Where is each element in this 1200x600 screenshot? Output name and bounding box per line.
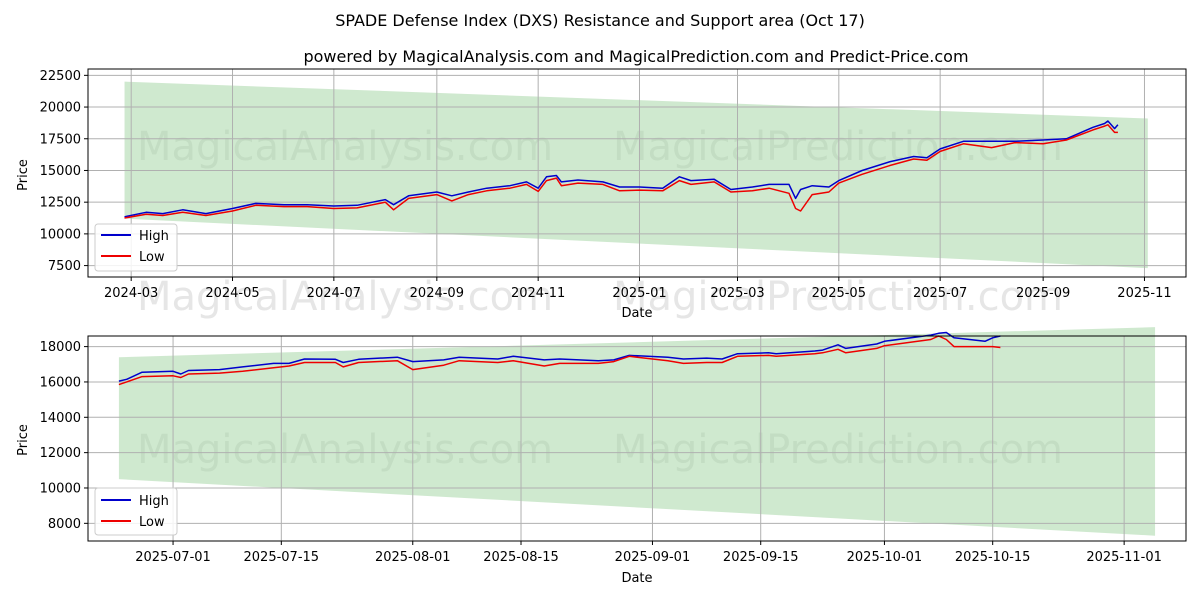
series-line-high xyxy=(118,331,1001,382)
y-tick-label: 7500 xyxy=(48,259,81,274)
series-line-low xyxy=(124,124,1118,219)
legend-low-label: Low xyxy=(139,250,165,265)
x-tick-label: 2025-05 xyxy=(812,286,866,301)
watermark-magicalprediction: MagicalPrediction.com xyxy=(613,274,1063,320)
legend-low-label: Low xyxy=(139,515,165,530)
x-tick-label: 2025-09 xyxy=(1016,286,1070,301)
bottom-chart: MagicalAnalysis.com MagicalPrediction.co… xyxy=(16,327,1187,586)
series-layer xyxy=(124,120,1119,219)
x-tick-label: 2025-10-01 xyxy=(847,550,923,565)
x-tick-label: 2025-08-01 xyxy=(375,550,451,565)
y-axis-label: Price xyxy=(16,159,31,191)
band-area xyxy=(124,81,1148,269)
legend: High Low xyxy=(94,487,178,536)
legend: High Low xyxy=(94,223,178,272)
x-axis-label: Date xyxy=(621,306,652,321)
legend-high-label: High xyxy=(139,494,169,509)
x-tick-label: 2025-07-15 xyxy=(244,550,320,565)
x-tick-label: 2024-11 xyxy=(511,286,565,301)
x-tick-label: 2025-01 xyxy=(612,286,666,301)
x-tick-label: 2025-03 xyxy=(710,286,764,301)
x-tick-label: 2025-07-01 xyxy=(135,550,211,565)
support-resistance-band xyxy=(124,81,1148,269)
x-tick-label: 2024-05 xyxy=(205,286,259,301)
y-tick-label: 14000 xyxy=(40,411,81,426)
support-resistance-band xyxy=(118,327,1156,536)
y-tick-label: 20000 xyxy=(40,101,81,116)
legend-high-label: High xyxy=(139,229,169,244)
x-tick-label: 2025-07 xyxy=(913,286,967,301)
y-tick-label: 18000 xyxy=(40,340,81,355)
chart-title: SPADE Defense Index (DXS) Resistance and… xyxy=(335,11,865,30)
x-tick-label: 2025-11-01 xyxy=(1086,550,1162,565)
grid xyxy=(88,69,1186,277)
y-tick-label: 8000 xyxy=(48,517,81,532)
top-chart: MagicalAnalysis.com MagicalPrediction.co… xyxy=(16,68,1187,321)
grid xyxy=(88,336,1186,541)
plot-frame xyxy=(87,68,1187,278)
y-tick-label: 12500 xyxy=(40,196,81,211)
y-axis: 8000 10000 12000 14000 16000 18000 xyxy=(40,340,88,532)
y-tick-label: 12000 xyxy=(40,446,81,461)
y-tick-label: 16000 xyxy=(40,375,81,390)
series-layer xyxy=(118,331,1001,386)
y-tick-label: 15000 xyxy=(40,164,81,179)
chart-subtitle: powered by MagicalAnalysis.com and Magic… xyxy=(303,47,968,66)
x-tick-label: 2025-09-15 xyxy=(723,550,799,565)
series-line-low xyxy=(118,335,1001,386)
band-area xyxy=(118,327,1156,536)
x-tick-label: 2024-09 xyxy=(410,286,464,301)
y-tick-label: 10000 xyxy=(40,481,81,496)
x-axis: 2024-03 2024-05 2024-07 2024-09 2024-11 2025-… xyxy=(104,277,1172,301)
y-axis-label: Price xyxy=(16,424,31,456)
x-tick-label: 2025-09-01 xyxy=(615,550,691,565)
y-tick-label: 22500 xyxy=(40,69,81,84)
x-tick-label: 2025-11 xyxy=(1117,286,1171,301)
x-tick-label: 2024-03 xyxy=(104,286,158,301)
series-line-high xyxy=(124,120,1119,218)
y-tick-label: 17500 xyxy=(40,132,81,147)
y-tick-label: 10000 xyxy=(40,227,81,242)
plot-frame xyxy=(87,335,1187,542)
x-axis: 2025-07-01 2025-07-15 2025-08-01 2025-08-15… xyxy=(135,541,1162,565)
watermark-magicalanalysis: MagicalAnalysis.com xyxy=(137,274,553,320)
x-axis-label: Date xyxy=(621,571,652,586)
x-tick-label: 2024-07 xyxy=(307,286,361,301)
x-tick-label: 2025-10-15 xyxy=(955,550,1031,565)
y-axis: 7500 10000 12500 15000 17500 20000 22500 xyxy=(40,69,88,274)
x-tick-label: 2025-08-15 xyxy=(483,550,559,565)
